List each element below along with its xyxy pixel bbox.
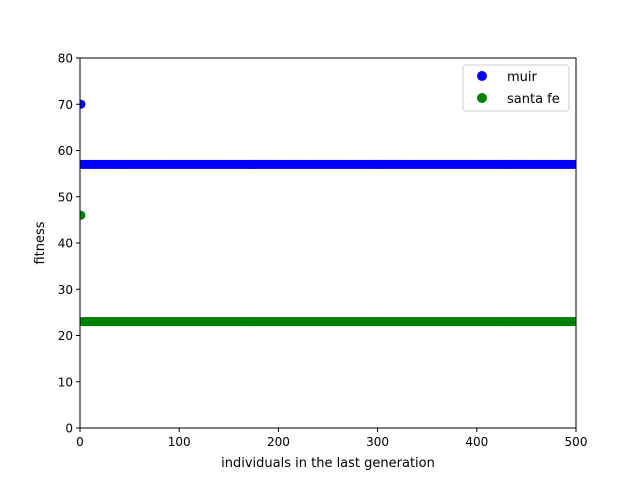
data-points [80, 99, 576, 327]
axis-ticks: 0 100 200 300 400 500 0 10 20 30 40 50 60 70 80 [58, 52, 588, 450]
y-tick-label: 10 [58, 375, 73, 389]
y-tick-label: 0 [65, 422, 73, 436]
legend-marker-santa-fe [477, 93, 487, 103]
x-tick-label: 400 [465, 435, 488, 449]
data-point-muir [80, 99, 86, 109]
y-tick-label: 50 [58, 190, 73, 204]
legend: muir santa fe [462, 64, 570, 112]
y-tick-label: 20 [58, 329, 73, 343]
data-point-santa-fe [80, 210, 86, 220]
plot-area [80, 58, 576, 428]
x-axis-label: individuals in the last generation [221, 456, 435, 471]
y-tick-label: 70 [58, 98, 73, 112]
data-point-santa-fe [571, 317, 576, 327]
y-tick-label: 40 [58, 237, 73, 251]
x-tick-label: 500 [565, 435, 588, 449]
x-tick-label: 0 [76, 435, 84, 449]
x-tick-label: 300 [366, 435, 389, 449]
data-point-muir [571, 159, 576, 169]
legend-marker-muir [477, 71, 487, 81]
legend-label-muir: muir [507, 70, 538, 85]
x-tick-label: 100 [168, 435, 191, 449]
y-tick-label: 80 [58, 52, 73, 66]
y-axis-label: fitness [33, 221, 48, 264]
legend-label-santa-fe: santa fe [507, 92, 560, 107]
x-tick-label: 200 [267, 435, 290, 449]
y-tick-label: 30 [58, 283, 73, 297]
legend-box [462, 64, 570, 112]
y-tick-label: 60 [58, 144, 73, 158]
